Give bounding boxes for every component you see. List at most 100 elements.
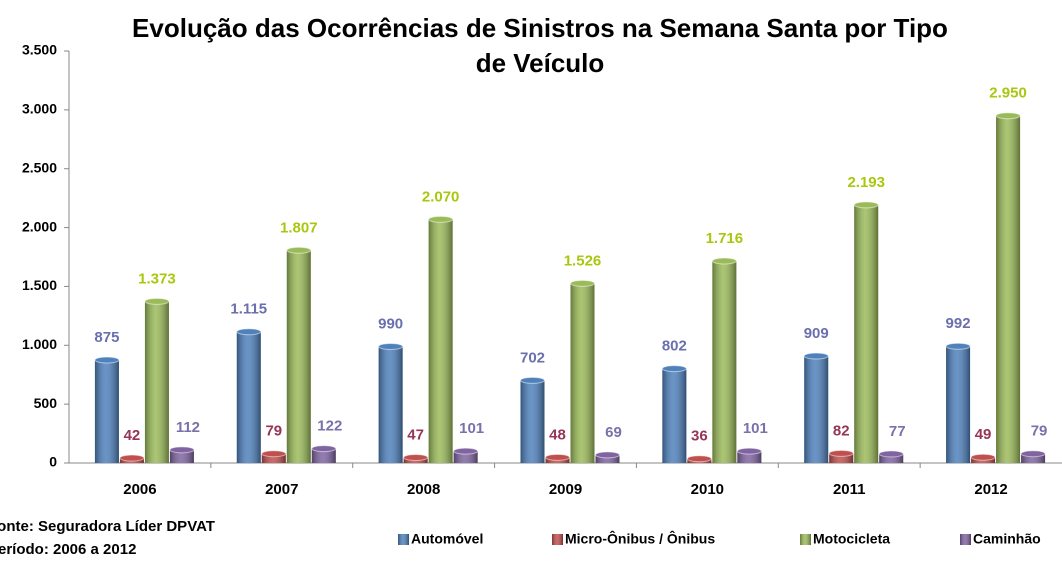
bar-cap [803,352,829,360]
bar-cap [520,376,545,384]
legend-label: Caminhão [973,531,1041,547]
bar-shade [236,331,261,463]
bar-shade [453,451,478,463]
bar-shade [737,451,762,463]
y-tick-label: 500 [34,395,58,411]
bar-cap [711,257,737,265]
data-label: 79 [265,423,282,440]
data-label: 2.950 [989,85,1027,102]
bar-cap [261,450,287,458]
bar-cap [570,279,595,287]
data-label: 49 [975,426,992,443]
bar-cap [428,215,454,223]
data-label: 79 [1031,423,1048,440]
bar-cap [970,453,996,461]
data-label: 112 [176,419,200,436]
bar-shade [570,283,595,463]
data-label: 122 [317,418,342,435]
x-tick-label: 2008 [407,481,440,498]
data-label: 1.526 [564,252,602,269]
legend-label: Micro-Ônibus / Ônibus [565,530,715,547]
data-label: 82 [833,422,850,439]
data-label: 69 [605,424,622,441]
bar-shade [595,454,620,463]
chart-title: Evolução das Ocorrências de Sinistros na… [132,13,948,78]
bar-shade [286,250,311,463]
legend-swatch-shade [960,534,971,545]
data-label: 101 [743,420,768,437]
data-label: 1.115 [230,301,267,318]
y-tick-label: 2.000 [22,218,57,234]
data-label: 42 [124,427,141,444]
data-label: 990 [378,315,403,332]
x-tick-label: 2006 [123,481,156,498]
bar-shade [712,261,737,463]
bar-cap [311,445,337,453]
legend-swatch-shade [800,534,811,545]
bar-shade [804,355,829,463]
legend-label: Automóvel [411,531,483,547]
source-note: Fonte: Seguradora Líder DPVAT [0,518,215,535]
data-label: 47 [407,426,424,443]
data-label: 992 [946,315,971,332]
data-label: 77 [889,423,906,440]
bar-shade [378,346,403,463]
data-label: 101 [459,420,484,437]
source-note: Período: 2006 a 2012 [0,541,136,558]
bar-shade [854,204,879,463]
data-label: 702 [520,349,545,366]
x-tick-label: 2007 [265,481,298,498]
y-tick-label: 1.500 [22,277,57,293]
data-label: 48 [549,426,566,443]
x-tick-label: 2011 [833,481,866,498]
bar-cap [453,447,479,455]
data-label: 2.070 [422,188,460,205]
legend-swatch-shade [552,534,563,545]
data-label: 2.193 [847,174,885,191]
bar-cap [853,201,879,209]
bar-cap [545,453,570,461]
bar-cap [661,365,687,373]
bar-cap [686,455,712,463]
data-label: 1.807 [280,219,318,236]
bar-shade [662,368,687,463]
data-label: 1.373 [138,270,176,287]
bar-shade [144,301,169,463]
y-tick-label: 1.000 [22,336,57,352]
bar-cap [595,451,620,459]
bar-cap [828,449,854,457]
bar-cap [119,454,145,462]
bar-cap [144,297,170,305]
data-label: 802 [662,338,687,355]
data-label: 36 [691,428,708,445]
bar-shade [946,346,971,463]
y-tick-label: 3.000 [22,101,57,117]
x-tick-label: 2009 [549,481,582,498]
bar-shade [879,453,904,463]
data-label: 909 [804,325,829,342]
bar-cap [94,356,120,364]
x-tick-label: 2012 [974,481,1007,498]
bar-shade [996,115,1021,463]
data-label: 875 [94,329,119,346]
bar-shade [94,360,119,463]
bar-cap [878,450,904,458]
bar-cap [236,328,262,336]
bar-shade [261,453,286,463]
bar-shade [1021,453,1046,463]
legend-label: Motocicleta [813,531,890,547]
bar-cap [945,342,971,350]
bar-cap [169,446,195,454]
bar-cap [403,453,429,461]
x-tick-label: 2010 [691,481,724,498]
bar-cap [736,447,762,455]
bar-cap [378,342,404,350]
bar-shade [169,449,194,463]
bar-shade [311,448,336,463]
y-tick-label: 3.500 [22,42,57,58]
bar-shade [520,380,545,463]
bar-cap [995,112,1021,120]
bar-shade [428,219,453,463]
y-tick-label: 0 [49,454,57,470]
